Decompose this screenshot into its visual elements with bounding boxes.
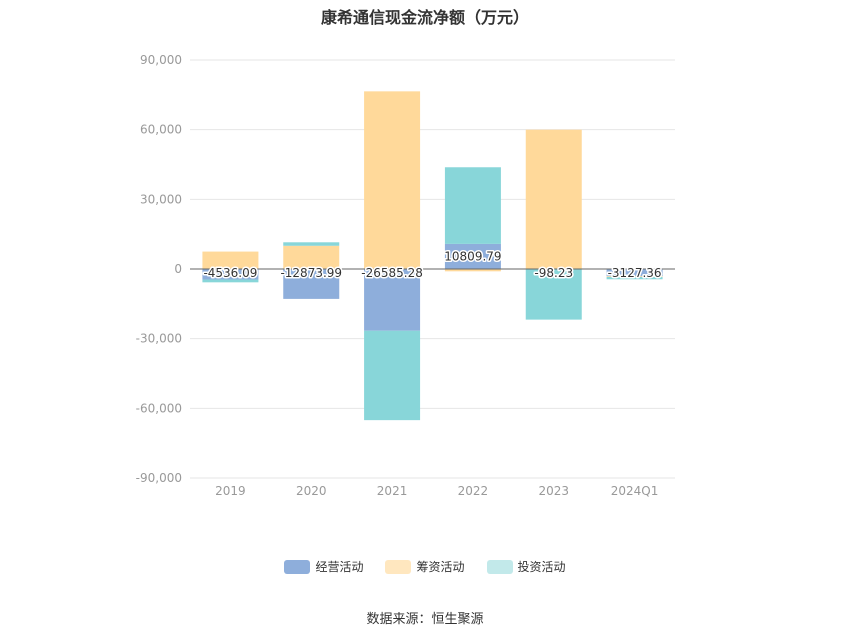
y-tick-label: -30,000 [136, 332, 182, 346]
bar-segment [606, 276, 663, 280]
chart-title: 康希通信现金流净额（万元） [320, 8, 529, 27]
y-tick-label: 0 [174, 262, 182, 276]
x-tick-label: 2023 [538, 484, 569, 498]
x-tick-label: 2022 [458, 484, 489, 498]
bar-segment [202, 251, 259, 269]
bar-segment [525, 269, 582, 320]
bar-segment [606, 269, 663, 277]
x-tick-label: 2021 [377, 484, 408, 498]
source-note: 数据来源：恒生聚源 [366, 612, 484, 627]
x-tick-label: 2020 [296, 484, 327, 498]
legend-label: 经营活动 [315, 560, 364, 574]
bar-segment [606, 276, 663, 277]
bar-segment [364, 269, 421, 331]
data-label: -12873.99 [280, 266, 342, 280]
legend-swatch [486, 559, 513, 574]
bar-segment [202, 279, 259, 283]
bar-segment [202, 269, 259, 280]
data-label: -98.23 [534, 266, 573, 280]
chart-legend: 经营活动 筹资活动 投资活动 [0, 558, 850, 575]
bar-segment [364, 330, 421, 421]
legend-swatch [284, 559, 311, 574]
bar-segment [283, 245, 340, 269]
bar-segment [444, 167, 501, 244]
bar-segment [444, 269, 501, 272]
y-tick-label: 30,000 [140, 192, 182, 206]
data-label: -3127.36 [608, 266, 662, 280]
chart-plot: 90,000 60,000 30,000 0 -30,000 -60,000 -90,000… [136, 53, 675, 498]
y-tick-label: 90,000 [140, 53, 182, 67]
legend-item[interactable]: 筹资活动 [385, 558, 465, 575]
data-label: -26585.28 [361, 266, 423, 280]
bar-segment [283, 242, 340, 246]
legend-label: 筹资活动 [416, 560, 465, 574]
bar-segment [525, 129, 582, 269]
legend-label: 投资活动 [517, 560, 566, 574]
legend-swatch [385, 559, 412, 574]
legend-item[interactable]: 经营活动 [284, 558, 363, 575]
y-tick-label: -90,000 [136, 471, 182, 485]
x-tick-label: 2024Q1 [611, 484, 659, 498]
data-label: -4536.09 [203, 266, 257, 280]
bar-segment [444, 243, 501, 269]
y-tick-label: 60,000 [140, 123, 182, 137]
x-tick-label: 2019 [215, 484, 246, 498]
legend-item[interactable]: 投资活动 [486, 558, 566, 575]
bar-segment [364, 91, 421, 269]
data-label: 10809.79 [444, 249, 501, 263]
bar-segment [283, 269, 340, 299]
y-tick-label: -60,000 [136, 401, 182, 415]
